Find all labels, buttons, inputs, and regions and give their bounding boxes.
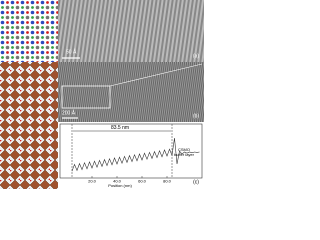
panel-label: (c)	[193, 179, 199, 185]
micrograph-b	[58, 62, 204, 122]
x-tick-label: 80.0	[163, 179, 172, 184]
plot-frame	[59, 123, 203, 179]
figure: 50 Å (a) 200 Å (b) 83.5 nm CSMO buffer l…	[0, 0, 204, 189]
x-tick-label: 20.0	[88, 179, 97, 184]
panel-label: (b)	[193, 113, 199, 119]
x-tick-label: 40.0	[113, 179, 122, 184]
zoom-box	[61, 85, 111, 109]
crystal-structure	[0, 0, 58, 62]
profile-line	[71, 137, 200, 172]
crystal-structure	[0, 124, 58, 189]
crystal-structure	[0, 62, 58, 124]
micrograph-a	[58, 0, 204, 62]
scale-label: 50 Å	[66, 48, 77, 55]
width-annotation: 83.5 nm	[111, 125, 129, 131]
x-axis-label: Position (nm)	[108, 183, 132, 188]
buffer-annotation: CSMO	[178, 147, 190, 152]
scale-label: 200 Å	[62, 109, 76, 116]
panel-label: (a)	[193, 53, 199, 59]
buffer-annotation: buffer layer	[174, 152, 195, 157]
zoom-line	[109, 63, 203, 87]
x-tick-label: 60.0	[138, 179, 147, 184]
